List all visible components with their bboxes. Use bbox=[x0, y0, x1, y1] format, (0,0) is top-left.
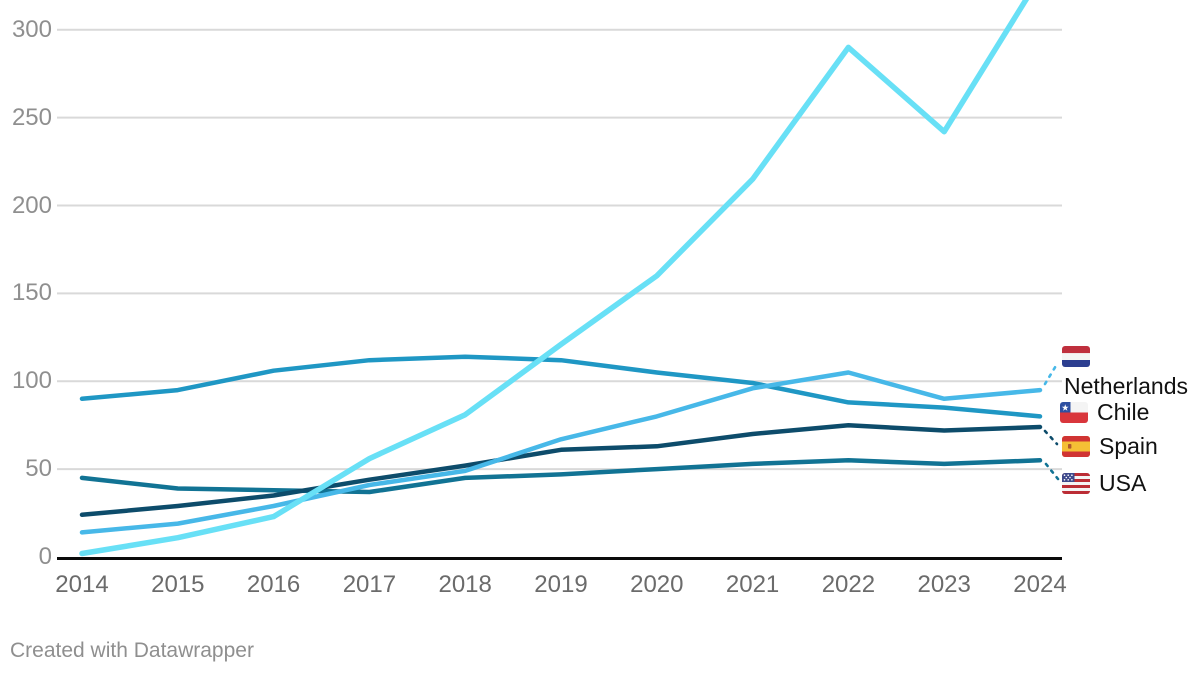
datawrapper-attribution-link[interactable]: Created with Datawrapper bbox=[10, 639, 254, 662]
y-tick-label: 150 bbox=[11, 279, 52, 307]
x-tick-label: 2023 bbox=[917, 571, 971, 598]
y-tick-label: 0 bbox=[38, 543, 52, 570]
line-usa bbox=[79, 458, 1043, 495]
legend-label-usa: USA bbox=[1099, 470, 1147, 496]
gridlines bbox=[57, 28, 1062, 471]
legend-spain: Spain bbox=[1062, 433, 1158, 460]
legend-label-spain: Spain bbox=[1099, 433, 1158, 459]
x-tick-label: 2016 bbox=[246, 571, 301, 598]
spain-flag-icon bbox=[1062, 436, 1090, 457]
y-tick-label: 250 bbox=[11, 103, 52, 131]
line-unlabeled-cyan bbox=[79, 0, 1030, 557]
y-tick-label: 50 bbox=[25, 455, 52, 483]
x-tick-label: 2015 bbox=[151, 571, 205, 598]
line-chile bbox=[79, 354, 1043, 419]
x-tick-label: 2020 bbox=[630, 571, 684, 598]
data-lines bbox=[79, 0, 1043, 557]
y-tick-label: 200 bbox=[11, 191, 52, 219]
netherlands-flag-icon bbox=[1062, 346, 1090, 367]
usa-flag-icon bbox=[1062, 473, 1090, 494]
x-tick-label: 2024 bbox=[1013, 571, 1067, 598]
leader-spain bbox=[1043, 429, 1059, 446]
x-tick-label: 2017 bbox=[342, 571, 397, 598]
x-tick-label: 2022 bbox=[821, 571, 876, 598]
x-tick-label: 2021 bbox=[725, 571, 780, 598]
legend-usa: USA bbox=[1062, 470, 1146, 497]
x-tick-label: 2014 bbox=[55, 571, 109, 598]
x-tick-label: 2018 bbox=[438, 571, 492, 598]
line-spain bbox=[79, 422, 1043, 518]
y-tick-label: 300 bbox=[11, 15, 52, 43]
leader-netherlands bbox=[1043, 362, 1059, 386]
y-tick-label: 100 bbox=[11, 367, 52, 395]
x-tick-label: 2019 bbox=[534, 571, 588, 598]
leader-usa bbox=[1044, 462, 1060, 481]
legend-label-chile: Chile bbox=[1097, 399, 1150, 425]
chile-flag-icon bbox=[1060, 402, 1088, 423]
legend-label-netherlands: Netherlands bbox=[1064, 373, 1189, 399]
legend-chile: Chile bbox=[1060, 399, 1149, 426]
line-netherlands bbox=[79, 370, 1043, 535]
label-leader-lines bbox=[1043, 362, 1060, 481]
legend-netherlands: Netherlands bbox=[1062, 346, 1188, 400]
